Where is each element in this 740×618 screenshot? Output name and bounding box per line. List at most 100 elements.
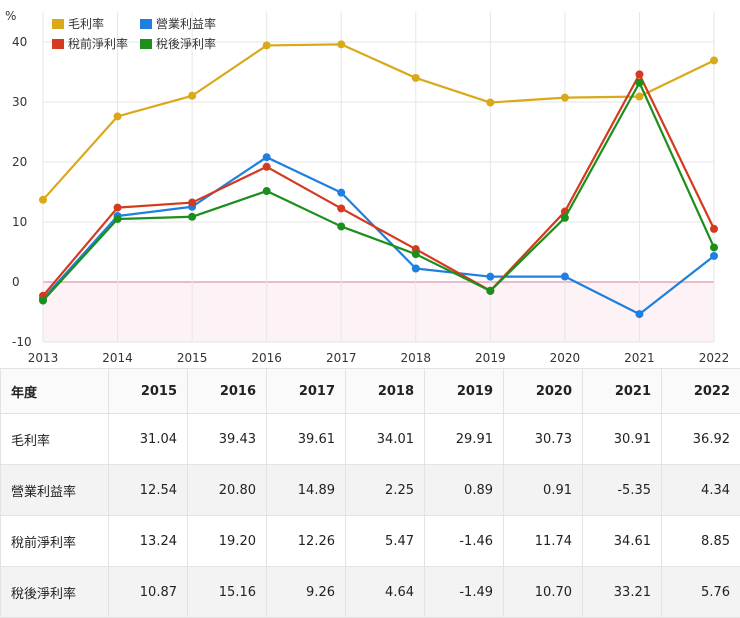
table-cell: 12.54 xyxy=(109,465,188,516)
data-point xyxy=(710,56,718,64)
table-corner-label: 年度 xyxy=(1,369,109,414)
table-cell: 5.47 xyxy=(346,516,425,567)
table-cell: 12.26 xyxy=(267,516,346,567)
table-cell: 10.87 xyxy=(109,567,188,618)
row-label: 稅前淨利率 xyxy=(1,516,109,567)
row-label: 毛利率 xyxy=(1,414,109,465)
x-tick-label: 2022 xyxy=(699,351,730,365)
data-point xyxy=(114,215,122,223)
table-cell: 36.92 xyxy=(662,414,740,465)
y-tick-label: 20 xyxy=(12,155,27,169)
x-tick-label: 2013 xyxy=(28,351,59,365)
table-cell: -5.35 xyxy=(583,465,662,516)
table-cell: 31.04 xyxy=(109,414,188,465)
year-header: 2015 xyxy=(109,369,188,414)
series-line xyxy=(43,83,714,301)
data-point xyxy=(412,265,420,273)
series-line xyxy=(43,74,714,295)
x-tick-label: 2021 xyxy=(624,351,655,365)
data-point xyxy=(635,310,643,318)
table-cell: 33.21 xyxy=(583,567,662,618)
table-cell: -1.49 xyxy=(425,567,504,618)
legend-label: 毛利率 xyxy=(68,16,104,31)
data-point xyxy=(39,297,47,305)
year-header: 2016 xyxy=(188,369,267,414)
data-point xyxy=(486,99,494,107)
data-point xyxy=(114,204,122,212)
year-header: 2020 xyxy=(504,369,583,414)
data-point xyxy=(710,243,718,251)
legend-swatch xyxy=(52,39,64,49)
year-header: 2017 xyxy=(267,369,346,414)
table-cell: 0.89 xyxy=(425,465,504,516)
data-point xyxy=(710,252,718,260)
table-cell: -1.46 xyxy=(425,516,504,567)
table-cell: 34.61 xyxy=(583,516,662,567)
negative-region xyxy=(43,282,714,342)
data-point xyxy=(188,213,196,221)
y-tick-label: 10 xyxy=(12,215,27,229)
data-point xyxy=(561,94,569,102)
table-cell: 10.70 xyxy=(504,567,583,618)
data-point xyxy=(337,189,345,197)
row-label: 營業利益率 xyxy=(1,465,109,516)
x-tick-label: 2014 xyxy=(102,351,133,365)
table-cell: 15.16 xyxy=(188,567,267,618)
data-point xyxy=(263,163,271,171)
table-cell: 30.91 xyxy=(583,414,662,465)
table-cell: 39.43 xyxy=(188,414,267,465)
table-cell: 20.80 xyxy=(188,465,267,516)
legend-label: 稅前淨利率 xyxy=(68,36,128,51)
table-cell: 13.24 xyxy=(109,516,188,567)
legend-swatch xyxy=(140,19,152,29)
data-point xyxy=(412,250,420,258)
legend-swatch xyxy=(52,19,64,29)
data-point xyxy=(635,70,643,78)
year-header: 2022 xyxy=(662,369,740,414)
table-cell: 0.91 xyxy=(504,465,583,516)
table-cell: 4.64 xyxy=(346,567,425,618)
year-header: 2019 xyxy=(425,369,504,414)
y-tick-label: -10 xyxy=(12,335,32,349)
legend-swatch xyxy=(140,39,152,49)
data-point xyxy=(635,93,643,101)
legend-label: 營業利益率 xyxy=(156,16,216,31)
x-tick-label: 2016 xyxy=(251,351,282,365)
row-label: 稅後淨利率 xyxy=(1,567,109,618)
table-cell: 4.34 xyxy=(662,465,740,516)
data-point xyxy=(263,153,271,161)
x-tick-label: 2020 xyxy=(550,351,581,365)
y-axis-unit: % xyxy=(5,9,16,23)
table-cell: 2.25 xyxy=(346,465,425,516)
data-point xyxy=(263,41,271,49)
data-point xyxy=(561,214,569,222)
year-header: 2021 xyxy=(583,369,662,414)
table-cell: 9.26 xyxy=(267,567,346,618)
data-point xyxy=(337,204,345,212)
table-cell: 8.85 xyxy=(662,516,740,567)
x-tick-label: 2019 xyxy=(475,351,506,365)
legend-label: 稅後淨利率 xyxy=(156,36,216,51)
table-cell: 34.01 xyxy=(346,414,425,465)
x-tick-label: 2018 xyxy=(401,351,432,365)
table-cell: 29.91 xyxy=(425,414,504,465)
data-point xyxy=(188,199,196,207)
data-point xyxy=(114,112,122,120)
data-point xyxy=(337,222,345,230)
table-cell: 14.89 xyxy=(267,465,346,516)
x-tick-label: 2015 xyxy=(177,351,208,365)
table-cell: 5.76 xyxy=(662,567,740,618)
data-point xyxy=(412,74,420,82)
data-point xyxy=(635,79,643,87)
data-point xyxy=(486,287,494,295)
data-point xyxy=(39,196,47,204)
